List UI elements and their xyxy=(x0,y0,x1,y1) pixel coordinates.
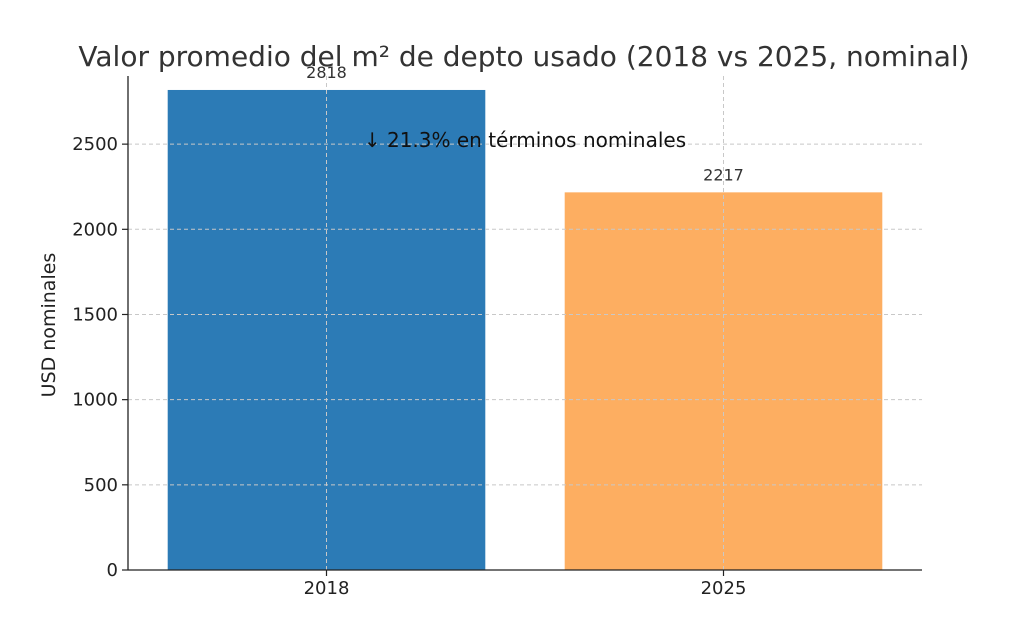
bar-2025 xyxy=(564,192,883,570)
y-tick-label: 500 xyxy=(84,475,118,496)
y-tick-label: 0 xyxy=(107,560,118,581)
x-tick-label: 2018 xyxy=(304,578,350,599)
y-tick-label: 1500 xyxy=(72,304,118,325)
axes: 0 500 1000 1500 2000 2500 2018 2025 xyxy=(72,76,922,599)
chart-title: Valor promedio del m² de depto usado (20… xyxy=(78,40,969,73)
x-tick-label: 2025 xyxy=(701,578,747,599)
y-tick-label: 2000 xyxy=(72,219,118,240)
data-label-2018: 2818 xyxy=(306,63,347,82)
grid xyxy=(128,76,922,570)
change-annotation: ↓ 21.3% en términos nominales xyxy=(364,128,686,152)
y-tick-label: 1000 xyxy=(72,390,118,411)
y-tick-label: 2500 xyxy=(72,134,118,155)
y-axis-label: USD nominales xyxy=(38,253,60,398)
